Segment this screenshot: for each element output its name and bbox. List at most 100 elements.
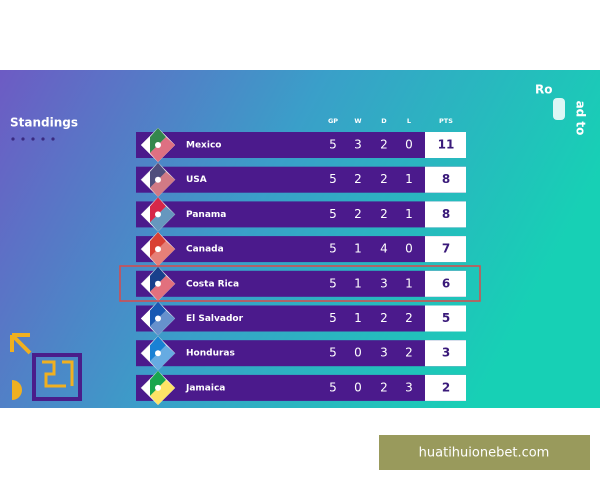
stat: 1 [405, 172, 413, 186]
stat: 1 [354, 276, 362, 290]
points: 5 [442, 311, 450, 325]
points-cell [425, 374, 466, 401]
stat: 0 [354, 380, 362, 394]
flag-stripe [150, 345, 175, 371]
stat: 3 [354, 138, 362, 152]
team-name: Canada [186, 245, 224, 255]
flag-stripe [150, 275, 175, 301]
flag-stripe [150, 266, 166, 292]
stat: 5 [329, 207, 337, 221]
team-name: Jamaica [185, 383, 225, 393]
flag-stripe [150, 137, 175, 162]
points-cell [425, 166, 466, 193]
flag-stripe [150, 206, 175, 232]
flag-emblem [155, 280, 161, 287]
points: 8 [442, 172, 450, 186]
row-bar [136, 374, 466, 401]
points-cell [425, 305, 466, 332]
column-header: GP [328, 117, 338, 125]
column-header: L [407, 117, 411, 125]
points-cell [425, 340, 466, 367]
row-bar [136, 270, 466, 297]
stat: 2 [380, 207, 388, 221]
flag-emblem [155, 176, 161, 183]
flag-emblem [155, 315, 161, 322]
flag-stripe [150, 171, 175, 197]
stat: 5 [329, 346, 337, 360]
flag-stripe [150, 336, 166, 362]
stat: 2 [354, 207, 362, 221]
row-bar [136, 305, 466, 332]
stat: 5 [329, 276, 337, 290]
column-header: D [381, 117, 387, 125]
logo-text: ad to [574, 101, 588, 136]
stat: 2 [354, 172, 362, 186]
flag-stripe [150, 301, 166, 327]
points-cell [425, 270, 466, 297]
flag-stripe [150, 241, 175, 267]
column-header: PTS [439, 117, 453, 125]
stat: 5 [329, 311, 337, 325]
flag-emblem [155, 142, 161, 148]
points: 2 [442, 380, 450, 394]
team-name: El Salvador [186, 314, 244, 324]
stat: 3 [380, 346, 388, 360]
stat: 2 [405, 346, 413, 360]
team-name: Panama [186, 210, 226, 220]
stat: 1 [405, 207, 413, 221]
stat: 0 [354, 346, 362, 360]
flag-stripe [150, 310, 175, 336]
logo-text: Ro [535, 83, 552, 97]
points-cell [425, 132, 466, 158]
flag-emblem [155, 350, 161, 357]
stat: 2 [380, 380, 388, 394]
stat: 2 [380, 138, 388, 152]
stat: 5 [329, 138, 337, 152]
row-bar [136, 340, 466, 367]
logo-emblem [553, 98, 565, 120]
flag-stripe [150, 379, 175, 405]
flag-stripe [150, 232, 166, 258]
stat: 1 [354, 242, 362, 256]
points-cell [425, 236, 466, 263]
stat: 5 [329, 380, 337, 394]
points: 3 [442, 346, 450, 360]
flag-stripe [150, 162, 166, 188]
flag-stripe [150, 197, 166, 223]
row-bar [136, 166, 466, 193]
stat: 0 [405, 138, 413, 152]
stat: 2 [405, 311, 413, 325]
points: 8 [442, 207, 450, 221]
flag-emblem [155, 211, 161, 218]
points: 7 [442, 242, 450, 256]
stat: 1 [354, 311, 362, 325]
team-name: Mexico [186, 141, 221, 151]
flag-emblem [155, 246, 161, 253]
stat: 3 [405, 380, 413, 394]
stat: 2 [380, 311, 388, 325]
flag-stripe [150, 128, 166, 153]
row-bar [136, 132, 466, 158]
watermark: huatihuionebet.com [419, 446, 550, 461]
flag-stripe [150, 370, 166, 396]
stat: 1 [405, 276, 413, 290]
flag-emblem [155, 384, 161, 391]
stat: 5 [329, 172, 337, 186]
stat: 5 [329, 242, 337, 256]
stat: 3 [380, 276, 388, 290]
team-name: USA [186, 175, 207, 185]
dots [11, 137, 55, 141]
title: Standings [10, 116, 78, 130]
highlight-box [119, 265, 481, 302]
team-name: Honduras [186, 349, 235, 359]
watermark-box [379, 435, 590, 470]
stat: 0 [405, 242, 413, 256]
column-header: W [354, 117, 361, 125]
row-bar [136, 236, 466, 263]
row-bar [136, 201, 466, 228]
corner-pattern [10, 333, 82, 401]
points: 11 [438, 138, 455, 152]
stat: 2 [380, 172, 388, 186]
